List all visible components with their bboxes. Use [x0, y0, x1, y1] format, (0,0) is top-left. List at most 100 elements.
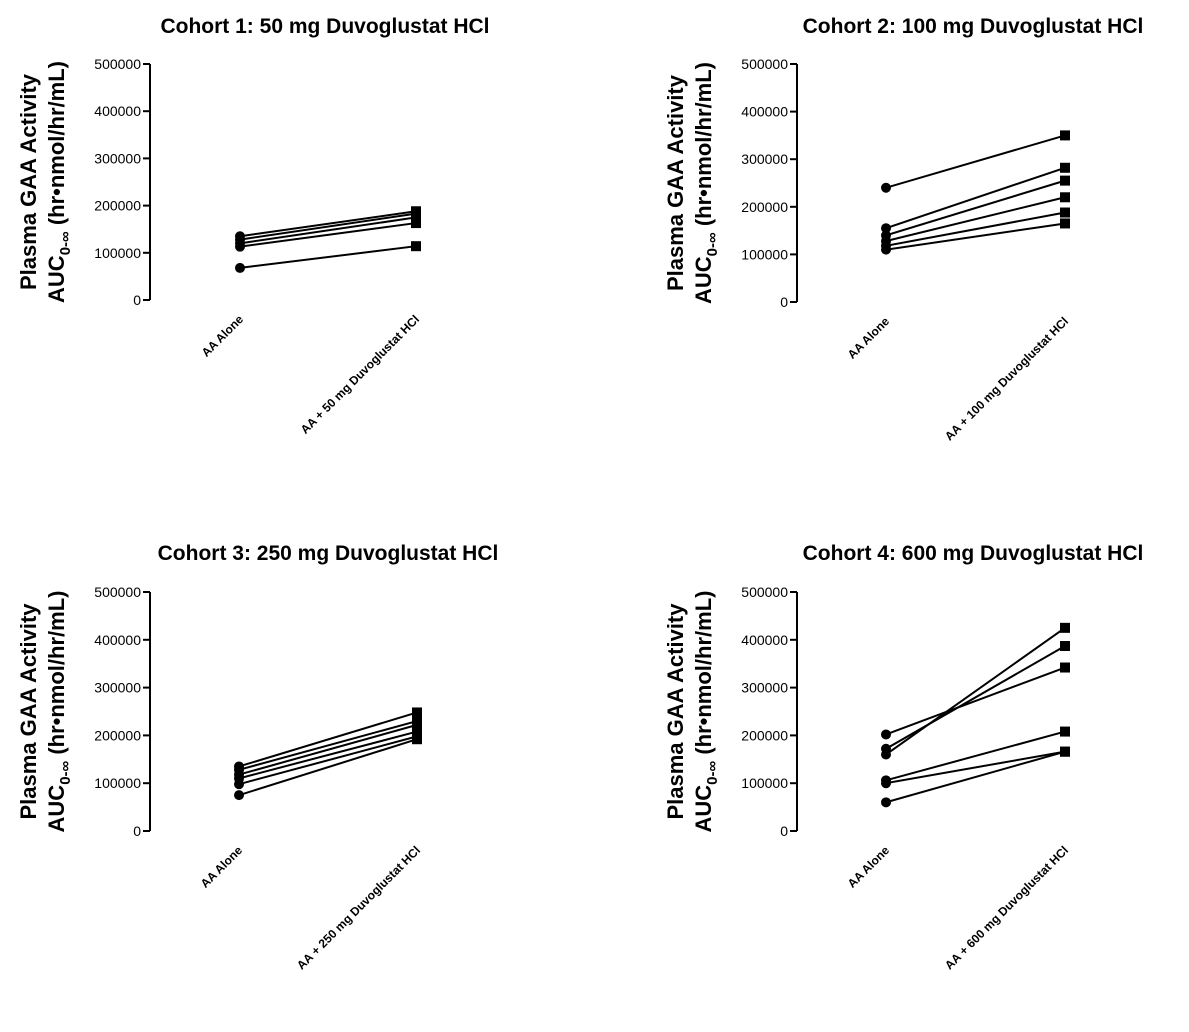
series-5 — [235, 241, 421, 273]
y-label-units: (hr•nmol/hr/mL) — [691, 591, 716, 761]
y-tick-label: 0 — [780, 294, 788, 310]
data-point-square — [1060, 192, 1070, 203]
series-line — [885, 627, 1066, 756]
y-tick-label: 400000 — [94, 103, 141, 119]
data-point-square — [1060, 207, 1070, 218]
data-point-square — [412, 719, 422, 730]
series-line — [885, 750, 1066, 785]
series-line — [238, 735, 418, 786]
series-3 — [881, 175, 1070, 241]
series-line — [239, 216, 417, 245]
y-tick-label: 0 — [133, 823, 141, 839]
y-axis-label-line2: AUC0-∞ (hr•nmol/hr/mL) — [44, 591, 74, 833]
y-axis-label-line1: Plasma GAA Activity — [16, 603, 41, 820]
y-label-subscript: 0-∞ — [704, 232, 721, 256]
series-line — [238, 720, 418, 771]
chart-title: Cohort 3: 250 mg Duvoglustat HCl — [158, 542, 499, 565]
data-point-circle — [881, 244, 891, 255]
y-label-subscript: 0-∞ — [57, 760, 74, 784]
y-label-units: (hr•nmol/hr/mL) — [44, 591, 69, 761]
series-4 — [235, 218, 421, 252]
y-tick-label: 400000 — [94, 632, 141, 648]
data-point-circle — [881, 182, 891, 193]
data-point-circle — [235, 262, 245, 273]
y-label-auc: AUC — [691, 256, 716, 304]
data-point-circle — [881, 778, 891, 789]
data-point-square — [1060, 130, 1070, 141]
series-2 — [234, 716, 422, 775]
chart-title: Cohort 4: 600 mg Duvoglustat HCl — [803, 542, 1144, 565]
x-tick-label: AA Alone — [845, 843, 893, 891]
series-line — [239, 222, 417, 248]
chart-panel-4: Cohort 4: 600 mg Duvoglustat HCl Plasma G… — [663, 542, 1143, 972]
data-point-circle — [881, 797, 891, 808]
series-line — [238, 738, 418, 797]
series-line — [885, 222, 1066, 251]
y-label-units: (hr•nmol/hr/mL) — [44, 61, 69, 231]
y-tick-label: 300000 — [94, 150, 141, 166]
series-3 — [234, 719, 422, 780]
y-tick-label: 200000 — [94, 727, 141, 743]
series-line — [885, 211, 1066, 247]
data-point-square — [1060, 746, 1070, 757]
data-point-circle — [881, 223, 891, 234]
series-line — [238, 730, 418, 780]
y-label-auc: AUC — [44, 785, 69, 833]
y-label-units: (hr•nmol/hr/mL) — [691, 62, 716, 232]
y-tick-label: 500000 — [94, 56, 141, 72]
chart-panel-1: Cohort 1: 50 mg Duvoglustat HCl Plasma GA… — [16, 15, 490, 437]
data-point-square — [1060, 218, 1070, 229]
y-label-auc: AUC — [691, 785, 716, 833]
series-line — [885, 134, 1066, 189]
y-tick-label: 300000 — [741, 680, 788, 696]
series-6 — [234, 734, 422, 801]
y-axis-label-line1: Plasma GAA Activity — [16, 73, 41, 290]
y-tick-label: 100000 — [94, 775, 141, 791]
series-line — [239, 212, 417, 241]
data-point-square — [411, 212, 421, 223]
data-point-square — [412, 734, 422, 745]
y-axis-label-line2: AUC0-∞ (hr•nmol/hr/mL) — [691, 591, 721, 833]
chart-title: Cohort 1: 50 mg Duvoglustat HCl — [160, 15, 489, 38]
data-point-square — [1060, 662, 1070, 673]
x-tick-label: AA Alone — [199, 312, 247, 360]
series-line — [885, 179, 1066, 237]
data-point-circle — [881, 749, 891, 760]
series-line — [885, 196, 1066, 243]
x-tick-label: AA Alone — [845, 314, 893, 362]
data-point-circle — [881, 729, 891, 740]
chart-panel-3: Cohort 3: 250 mg Duvoglustat HCl Plasma G… — [16, 542, 498, 972]
y-tick-label: 500000 — [94, 584, 141, 600]
data-point-square — [411, 218, 421, 229]
y-tick-label: 0 — [133, 292, 141, 308]
series-4 — [234, 726, 422, 784]
series-1 — [881, 662, 1070, 740]
y-tick-label: 200000 — [741, 199, 788, 215]
y-tick-label: 400000 — [741, 104, 788, 120]
y-tick-label: 500000 — [741, 56, 788, 72]
x-tick-label: AA + 600 mg Duvoglustat HCl — [942, 843, 1071, 972]
data-point-square — [1060, 726, 1070, 737]
series-line — [238, 723, 418, 776]
data-point-circle — [234, 790, 244, 801]
chart-panel-2: Cohort 2: 100 mg Duvoglustat HCl Plasma G… — [663, 15, 1143, 443]
series-2 — [881, 162, 1070, 234]
data-point-square — [1060, 162, 1070, 173]
series-1 — [234, 707, 422, 772]
series-4 — [881, 192, 1070, 247]
y-label-auc: AUC — [44, 255, 69, 303]
series-line — [238, 711, 418, 768]
y-tick-label: 300000 — [94, 680, 141, 696]
series-line — [885, 730, 1066, 782]
y-tick-label: 100000 — [741, 775, 788, 791]
data-point-square — [1060, 622, 1070, 633]
data-point-square — [411, 241, 421, 252]
y-tick-label: 100000 — [94, 245, 141, 261]
series-line — [239, 210, 417, 238]
data-point-square — [1060, 175, 1070, 186]
series-line — [885, 166, 1066, 230]
x-tick-label: AA Alone — [198, 843, 246, 891]
series-line — [885, 645, 1066, 750]
series-6 — [881, 746, 1070, 808]
y-axis-label-line1: Plasma GAA Activity — [663, 74, 688, 291]
